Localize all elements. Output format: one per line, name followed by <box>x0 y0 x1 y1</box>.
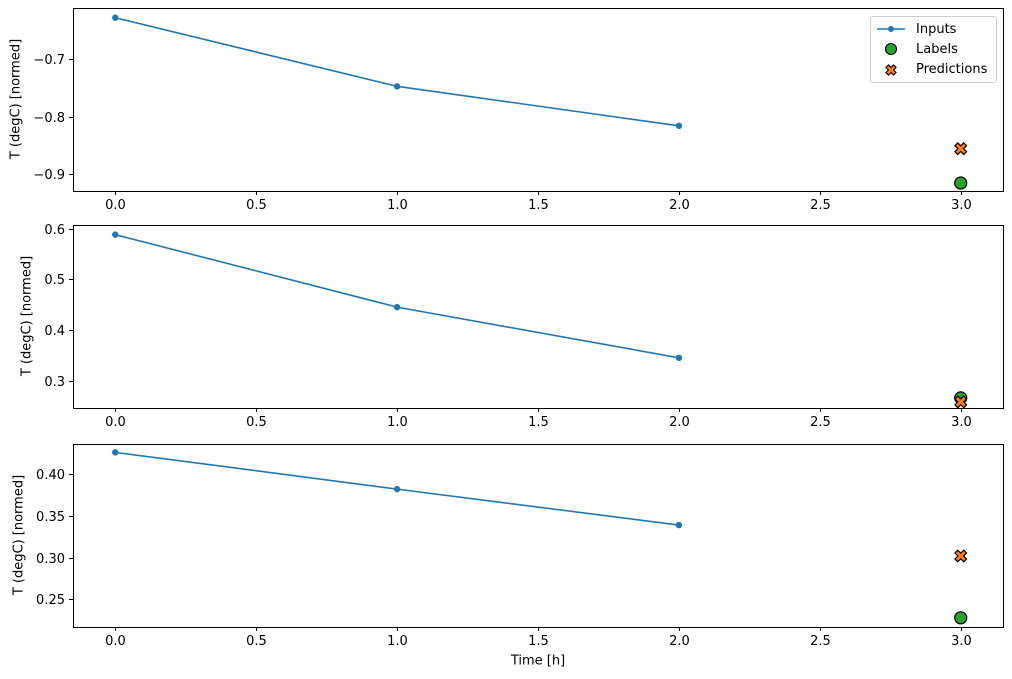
x-tick-label: 0.0 <box>105 415 126 430</box>
inputs-line <box>115 16 680 127</box>
legend-label-labels: Labels <box>916 41 958 57</box>
legend-item-predictions: Predictions <box>871 60 996 80</box>
inputs-point <box>112 14 119 21</box>
x-tick-label: 0.5 <box>246 415 267 430</box>
y-tick-label: 0.4 <box>44 324 65 339</box>
predictions-marker-icon <box>876 62 906 78</box>
inputs-point <box>675 122 683 130</box>
y-tick-label: 0.40 <box>36 468 65 483</box>
x-tick-label: 1.0 <box>387 415 408 430</box>
legend-item-inputs: Inputs <box>871 19 996 39</box>
x-tick-label: 2.0 <box>669 415 690 430</box>
inputs-point <box>393 83 401 90</box>
inputs-point <box>393 303 401 311</box>
x-tick-label: 2.5 <box>810 415 831 430</box>
legend-label-predictions: Predictions <box>916 62 988 78</box>
y-axis-label-subplot-2: T (degC) [normed] <box>19 255 35 377</box>
x-tick-label: 2.5 <box>810 634 831 649</box>
subplot-1: 0.0 0.5 1.0 1.5 2.0 2.5 3.0 −0.7 −0.8 −0.9 <box>33 8 1004 213</box>
axes-frame <box>73 225 1004 409</box>
y-tick-label: 0.35 <box>36 510 65 525</box>
y-tick-label: 0.6 <box>44 223 65 238</box>
x-tick-label: 0.5 <box>246 198 267 213</box>
x-tick-label: 0.5 <box>246 634 267 649</box>
x-tick-label: 1.0 <box>387 198 408 213</box>
x-tick-label: 1.5 <box>528 634 549 649</box>
legend-item-labels: Labels <box>871 39 996 59</box>
predictions-marker <box>954 549 968 563</box>
y-axis-label-subplot-3: T (degC) [normed] <box>11 474 27 596</box>
axes-frame <box>73 444 1004 628</box>
x-tick-label: 0.0 <box>105 634 126 649</box>
x-tick-label: 0.0 <box>105 198 126 213</box>
y-tick-label: −0.9 <box>33 168 65 183</box>
inputs-point <box>112 449 119 456</box>
inputs-point <box>112 231 119 238</box>
legend-label-inputs: Inputs <box>916 21 957 37</box>
labels-marker-icon <box>876 41 906 57</box>
subplot-3: 0.0 0.5 1.0 1.5 2.0 2.5 3.0 0.25 0.30 0.35 0.40 <box>36 444 1004 649</box>
labels-marker <box>954 176 968 190</box>
subplot-2: 0.0 0.5 1.0 1.5 2.0 2.5 3.0 0.3 0.4 0.5 0.6 <box>44 223 1004 430</box>
inputs-point <box>675 354 683 362</box>
inputs-point <box>393 485 401 493</box>
inputs-line-icon <box>876 21 906 37</box>
x-tick-label: 3.0 <box>951 198 972 213</box>
x-tick-label: 2.0 <box>669 634 690 649</box>
y-tick-label: 0.30 <box>36 552 65 567</box>
x-tick-label: 1.5 <box>528 415 549 430</box>
axes-frame <box>73 8 1004 192</box>
y-tick-label: 0.5 <box>44 273 65 288</box>
x-tick-label: 1.0 <box>387 634 408 649</box>
inputs-point <box>675 521 683 529</box>
y-tick-label: −0.8 <box>33 111 65 126</box>
y-tick-label: 0.25 <box>36 593 65 608</box>
predictions-marker <box>954 395 968 409</box>
x-axis-label: Time [h] <box>510 653 566 669</box>
x-tick-label: 2.0 <box>669 198 690 213</box>
y-axis-label-subplot-1: T (degC) [normed] <box>8 38 24 160</box>
predictions-marker <box>954 142 968 156</box>
y-tick-label: −0.7 <box>33 53 65 68</box>
x-tick-label: 2.5 <box>810 198 831 213</box>
x-tick-label: 3.0 <box>951 634 972 649</box>
labels-marker <box>954 611 968 625</box>
y-tick-label: 0.3 <box>44 375 65 390</box>
legend: Inputs Labels Predictions <box>870 16 997 83</box>
x-tick-label: 1.5 <box>528 198 549 213</box>
inputs-line <box>115 233 680 359</box>
x-tick-label: 3.0 <box>951 415 972 430</box>
